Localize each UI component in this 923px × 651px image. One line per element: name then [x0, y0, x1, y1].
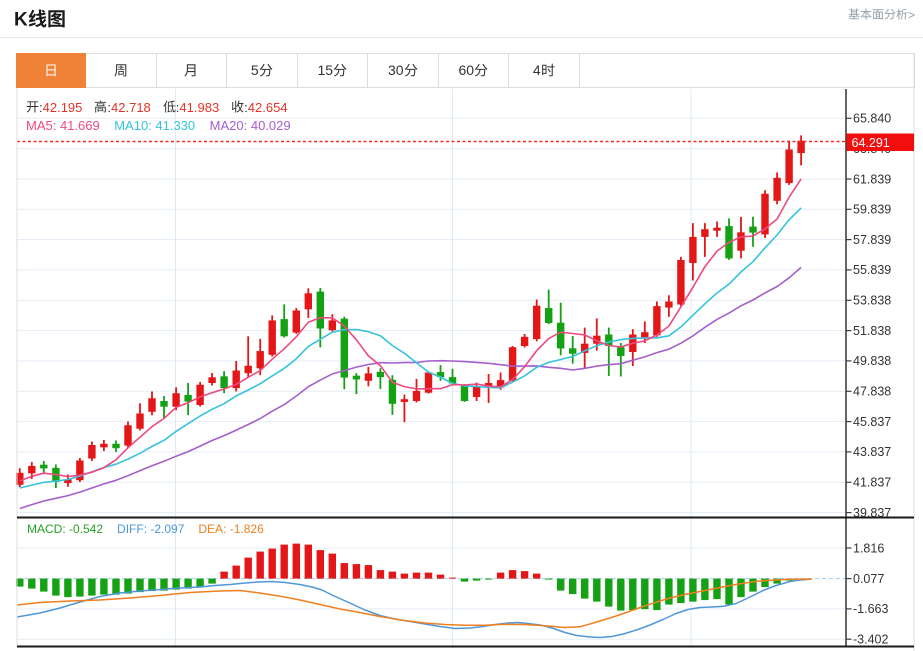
svg-text:1.816: 1.816 — [853, 541, 884, 555]
svg-text:49.838: 49.838 — [853, 354, 891, 368]
svg-text:51.838: 51.838 — [853, 324, 891, 338]
svg-text:-1.663: -1.663 — [853, 602, 888, 616]
svg-text:0.077: 0.077 — [853, 572, 884, 586]
svg-text:57.839: 57.839 — [853, 233, 891, 247]
svg-text:43.837: 43.837 — [853, 445, 891, 459]
svg-text:61.839: 61.839 — [853, 172, 891, 186]
svg-text:55.839: 55.839 — [853, 263, 891, 277]
svg-text:39.837: 39.837 — [853, 506, 891, 520]
svg-text:-3.402: -3.402 — [853, 633, 888, 647]
svg-text:41.837: 41.837 — [853, 476, 891, 490]
svg-text:59.839: 59.839 — [853, 203, 891, 217]
svg-text:64.291: 64.291 — [852, 136, 890, 150]
svg-text:47.838: 47.838 — [853, 385, 891, 399]
svg-text:53.838: 53.838 — [853, 294, 891, 308]
svg-text:65.840: 65.840 — [853, 112, 891, 126]
svg-text:45.837: 45.837 — [853, 415, 891, 429]
